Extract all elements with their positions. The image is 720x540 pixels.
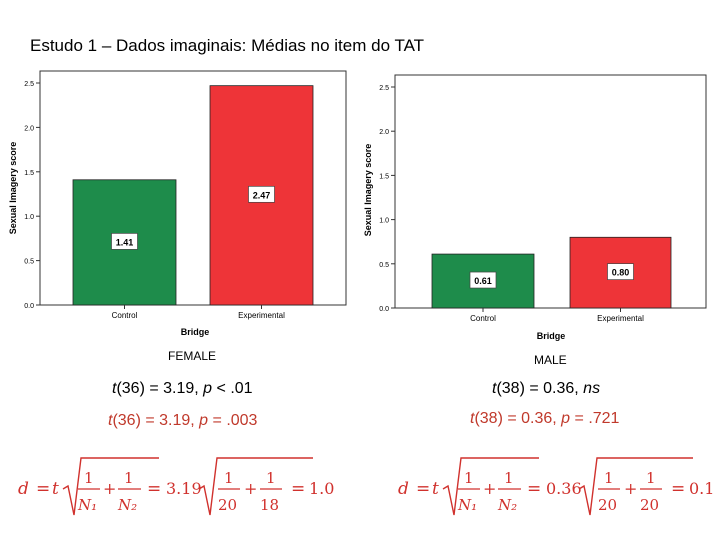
formula-n1-value: 20 (218, 496, 237, 514)
x-tick-label: Experimental (238, 311, 285, 320)
y-tick-label: 0.0 (379, 306, 389, 313)
male-stat-1: t(38) = 0.36, ns (492, 380, 601, 397)
formula-n2-value: 20 (640, 496, 659, 514)
data-label: 0.61 (469, 271, 497, 289)
formula-n1: N₁ (77, 496, 97, 514)
formula-n1: N₁ (457, 496, 477, 514)
data-label-box (111, 233, 138, 250)
formula-plus: + (483, 479, 496, 498)
data-label-text: 1.41 (116, 237, 134, 247)
female-stat-2: t(36) = 3.19, p = .003 (108, 412, 258, 429)
formula-sqrt-numeric (198, 457, 313, 516)
y-tick-label: 0.5 (379, 262, 389, 269)
formula-t: t (52, 479, 59, 499)
y-tick-label: 2.0 (379, 129, 389, 136)
female-panel-label: FEMALE (168, 349, 217, 363)
data-label-box (469, 271, 497, 289)
formula-num-1c: 1 (224, 469, 234, 487)
y-tick-label: 1.0 (24, 214, 34, 221)
data-label: 1.41 (111, 233, 138, 250)
chart-panel-male: 0.0 0.5 1.0 1.5 2.0 2.5 Sexual Imagery score Co… (363, 74, 707, 341)
y-tick-label: 2.5 (379, 85, 389, 92)
plot-frame (394, 74, 707, 309)
x-axis-label: Bridge (181, 327, 210, 337)
data-label-text: 0.80 (612, 268, 630, 278)
formula-num-1: 1 (464, 469, 474, 487)
formula-result: 1.04 (309, 479, 334, 498)
formula-n2-value: 18 (260, 496, 279, 514)
formula-num-1: 1 (84, 469, 94, 487)
y-axis-label: Sexual Imagery score (363, 144, 373, 237)
formula-d: d (398, 479, 409, 499)
y-tick-label: 0.5 (24, 259, 34, 266)
formula-num-1b: 1 (124, 469, 134, 487)
chart-panel-female: 0.0 0.5 1.0 1.5 2.0 2.5 Sexual Imagery score Co… (8, 70, 347, 337)
plot-frame (39, 70, 347, 306)
formula-equals-3: = (671, 479, 685, 499)
formula-equals-2: = (147, 479, 161, 499)
formula-plus-2: + (244, 479, 257, 498)
female-stat-1: t(36) = 3.19, p < .01 (112, 380, 253, 397)
formula-num-1d: 1 (266, 469, 276, 487)
data-label-box (248, 185, 275, 203)
formula-n1-value: 20 (598, 496, 617, 514)
data-label-box (607, 263, 634, 280)
formula-d: d (18, 479, 29, 499)
data-label: 2.47 (248, 185, 275, 203)
x-tick-label: Control (112, 311, 138, 320)
data-label-text: 0.61 (474, 276, 492, 286)
y-tick-label: 2.5 (24, 81, 34, 88)
formula-plus-2: + (624, 479, 637, 498)
formula-equals: = (416, 479, 430, 499)
y-tick-label: 1.0 (379, 218, 389, 225)
formula-t-value: 0.36 (546, 479, 582, 498)
x-tick-label: Control (470, 314, 496, 323)
slide-title: Estudo 1 – Dados imaginais: Médias no it… (30, 36, 425, 55)
formula-num-1d: 1 (646, 469, 656, 487)
formula-num-1c: 1 (604, 469, 614, 487)
data-label: 0.80 (607, 263, 634, 280)
male-panel-label: MALE (534, 353, 567, 367)
formula-equals-3: = (291, 479, 305, 499)
y-tick-label: 0.0 (24, 303, 34, 310)
y-tick-label: 1.5 (379, 173, 389, 180)
formula-t-value: 3.19 (166, 479, 202, 498)
formula-sqrt-symbolic (442, 457, 539, 516)
formula-equals: = (36, 479, 50, 499)
formula-t: t (432, 479, 439, 499)
formula-n2: N₂ (497, 496, 517, 514)
x-tick-label: Experimental (597, 314, 644, 323)
formula-num-1b: 1 (504, 469, 514, 487)
formula-result: 0.11 (689, 479, 714, 498)
male-stat-2: t(38) = 0.36, p = .721 (470, 410, 620, 427)
y-axis-label: Sexual Imagery score (8, 142, 18, 235)
y-tick-label: 1.5 (24, 170, 34, 177)
y-tick-label: 2.0 (24, 125, 34, 132)
formula-n2: N₂ (117, 496, 137, 514)
x-axis-label: Bridge (537, 331, 566, 341)
formula-sqrt-numeric (578, 457, 693, 516)
formula-plus: + (103, 479, 116, 498)
formula-equals-2: = (527, 479, 541, 499)
data-label-text: 2.47 (253, 190, 271, 200)
formula-sqrt-symbolic (62, 457, 159, 516)
